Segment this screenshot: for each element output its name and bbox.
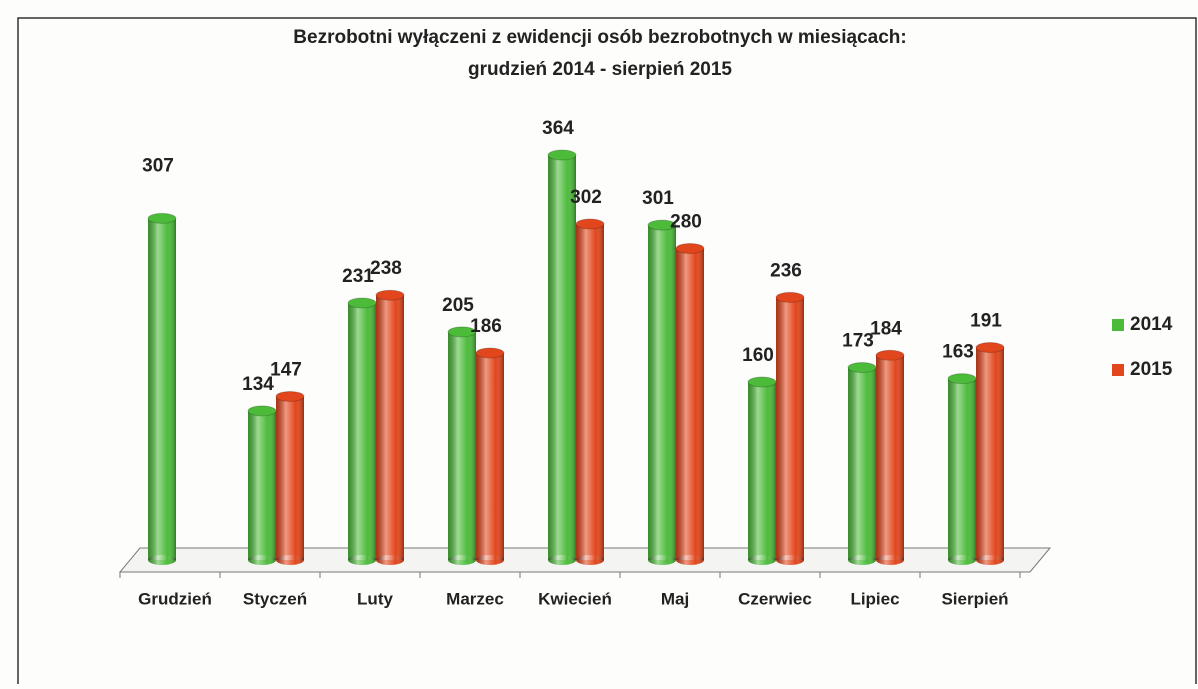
x-tick-label: Luty — [357, 589, 393, 608]
bar-shade — [776, 297, 804, 560]
value-label: 238 — [370, 258, 402, 279]
value-label: 280 — [670, 211, 702, 232]
value-label: 236 — [770, 260, 802, 281]
value-label: 364 — [542, 118, 574, 139]
bar-shade — [748, 381, 776, 560]
value-label: 147 — [270, 359, 302, 380]
bar-base-shade — [848, 555, 876, 565]
value-label: 134 — [242, 374, 274, 395]
bar-shade — [276, 396, 304, 560]
value-label: 301 — [642, 188, 674, 209]
bar-shade — [948, 378, 976, 560]
chart-subtitle: grudzień 2014 - sierpień 2015 — [468, 59, 732, 80]
bar-cap — [147, 212, 177, 224]
x-tick-label: Marzec — [446, 589, 504, 608]
value-label: 302 — [570, 187, 602, 208]
bar-base-shade — [576, 555, 604, 565]
bar-cap — [747, 376, 777, 388]
bar-cap — [447, 326, 477, 338]
legend-swatch — [1112, 319, 1124, 331]
legend-label: 2015 — [1130, 359, 1173, 380]
bar-shade — [848, 367, 876, 560]
bar-base-shade — [548, 555, 576, 565]
bar-cap — [775, 291, 805, 303]
bar-shade — [576, 223, 604, 560]
value-label: 307 — [142, 155, 174, 176]
bar-cap — [647, 219, 677, 231]
bar-cap — [275, 390, 305, 402]
x-tick-label: Lipiec — [850, 589, 899, 608]
x-tick-label: Sierpień — [941, 589, 1008, 608]
bar-cap — [975, 341, 1005, 353]
bar-shade — [448, 331, 476, 560]
bar-shade — [476, 353, 504, 560]
bar-cap — [547, 149, 577, 161]
bar-cap — [247, 405, 277, 417]
bar-shade — [876, 355, 904, 560]
chart-title: Bezrobotni wyłączeni z ewidencji osób be… — [293, 27, 906, 48]
bar-base-shade — [648, 555, 676, 565]
bar-base-shade — [876, 555, 904, 565]
bar-shade — [348, 302, 376, 560]
bar-shade — [376, 295, 404, 560]
x-tick-label: Czerwiec — [738, 589, 812, 608]
bar-base-shade — [748, 555, 776, 565]
bar-cap — [375, 289, 405, 301]
bar-shade — [648, 225, 676, 560]
bar-base-shade — [348, 555, 376, 565]
bar-base-shade — [976, 555, 1004, 565]
bar-cap — [875, 349, 905, 361]
bar-base-shade — [276, 555, 304, 565]
bar-base-shade — [148, 555, 176, 565]
value-label: 231 — [342, 266, 374, 287]
bar-base-shade — [948, 555, 976, 565]
bar-base-shade — [776, 555, 804, 565]
bar-shade — [248, 410, 276, 560]
value-label: 163 — [942, 342, 974, 363]
value-label: 184 — [870, 318, 902, 339]
bar-shade — [676, 248, 704, 560]
bar-cap — [847, 362, 877, 374]
value-label: 160 — [742, 345, 774, 366]
value-label: 205 — [442, 295, 474, 316]
bar-shade — [148, 218, 176, 560]
bar-shade — [548, 155, 576, 560]
legend-swatch — [1112, 364, 1124, 376]
bar-cap — [575, 218, 605, 230]
bar-cap — [947, 373, 977, 385]
value-label: 191 — [970, 311, 1002, 332]
bar-shade — [976, 347, 1004, 560]
bar-base-shade — [448, 555, 476, 565]
x-tick-label: Kwiecień — [538, 589, 612, 608]
bar-cap — [475, 347, 505, 359]
bar-cap — [675, 242, 705, 254]
bar-base-shade — [248, 555, 276, 565]
x-tick-label: Styczeń — [243, 589, 307, 608]
x-tick-label: Grudzień — [138, 589, 212, 608]
bar-base-shade — [476, 555, 504, 565]
bar-cap — [347, 297, 377, 309]
frame — [17, 17, 1197, 689]
legend-label: 2014 — [1130, 314, 1173, 335]
x-tick-label: Maj — [661, 589, 689, 608]
value-label: 186 — [470, 316, 502, 337]
bar-base-shade — [676, 555, 704, 565]
bar-base-shade — [376, 555, 404, 565]
value-label: 173 — [842, 331, 874, 352]
